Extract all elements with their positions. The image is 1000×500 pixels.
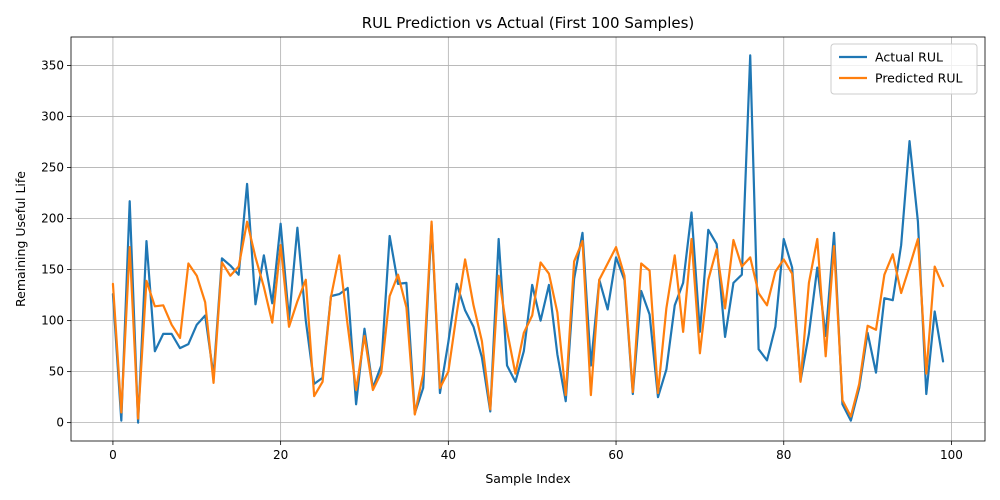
legend-box xyxy=(830,43,978,95)
legend-label-actual: Actual RUL xyxy=(875,50,943,65)
y-tick-label: 250 xyxy=(41,161,64,175)
y-tick-label: 300 xyxy=(41,110,64,124)
y-axis-title: Remaining Useful Life xyxy=(13,171,28,307)
y-tick-label: 200 xyxy=(41,212,64,226)
legend-label-predicted: Predicted RUL xyxy=(875,71,962,86)
y-tick-label: 150 xyxy=(41,263,64,277)
x-tick-label: 60 xyxy=(608,448,623,462)
x-tick-label: 40 xyxy=(441,448,456,462)
y-tick-label: 350 xyxy=(41,59,64,73)
x-tick-label: 20 xyxy=(273,448,288,462)
legend: Actual RUL Predicted RUL xyxy=(830,43,978,95)
series-line-predicted xyxy=(111,220,945,420)
y-tick-label: 0 xyxy=(56,416,64,430)
series-lines xyxy=(111,54,945,424)
y-tick-label: 100 xyxy=(41,314,64,328)
y-tick-label: 50 xyxy=(49,365,64,379)
plot-area-frame xyxy=(70,36,986,442)
x-tick-label: 80 xyxy=(776,448,791,462)
x-axis-title: Sample Index xyxy=(485,471,570,486)
x-tick-label: 0 xyxy=(109,448,117,462)
chart-title: RUL Prediction vs Actual (First 100 Samp… xyxy=(362,14,695,32)
x-tick-label: 100 xyxy=(940,448,963,462)
axis-ticks: 0 20 40 60 80 100 0 50 100 150 200 250 300 350 xyxy=(41,59,963,462)
